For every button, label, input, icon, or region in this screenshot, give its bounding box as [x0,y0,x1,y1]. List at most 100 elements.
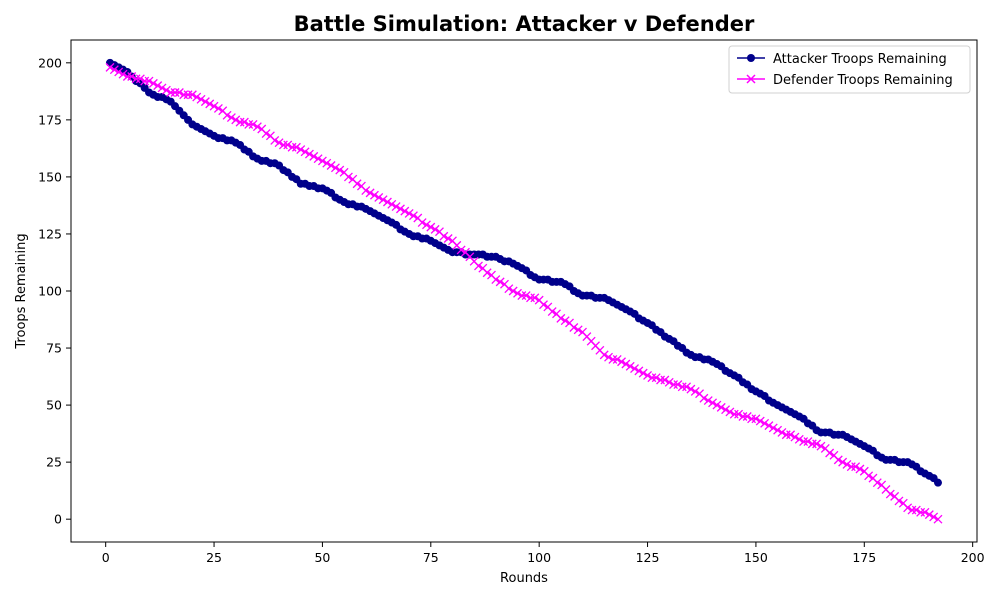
defender-point [209,101,219,111]
defender-point [777,428,787,437]
defender-point [838,457,848,467]
defender-point [664,377,674,387]
defender-point [140,76,150,86]
defender-point [491,275,501,285]
defender-point [144,76,154,86]
defender-point [127,72,137,81]
defender-point [916,507,926,517]
y-tick-label: 125 [38,226,62,241]
x-tick-label: 175 [852,550,876,565]
x-tick-label: 125 [636,550,660,565]
defender-point [118,69,128,79]
defender-point [313,154,323,164]
defender-point [365,188,375,198]
y-tick-label: 150 [38,169,62,184]
x-tick-label: 50 [314,550,330,565]
defender-point [794,434,804,444]
defender-point [781,430,791,440]
defender-point [690,386,700,396]
defender-point [833,455,843,465]
defender-point [760,418,770,428]
defender-point [192,92,202,102]
defender-point [903,503,913,513]
defender-point [742,412,752,421]
x-tick-label: 150 [744,550,768,565]
defender-point [131,74,141,84]
defender-point [530,293,540,303]
plot-area [105,58,943,524]
defender-point [404,208,414,218]
defender-point [278,140,288,150]
defender-point [738,412,748,421]
defender-point [417,218,427,228]
x-tick-label: 200 [961,550,985,565]
defender-point [239,117,249,127]
defender-point [322,158,332,168]
defender-point [864,471,874,481]
defender-point [526,293,535,303]
defender-point [816,441,826,451]
attacker-point [933,478,942,487]
y-tick-label: 100 [38,284,62,299]
defender-point [729,409,739,419]
defender-point [851,462,861,472]
defender-point [213,103,223,113]
legend-defender-label: Defender Troops Remaining [773,73,953,88]
legend-box [728,45,971,94]
defender-point [855,464,865,474]
defender-point [617,357,626,367]
defender-point [768,423,778,433]
defender-point [248,119,258,129]
defender-point [291,142,301,152]
defender-point [911,505,921,515]
defender-point [734,409,744,419]
defender-point [183,90,193,100]
defender-point [361,186,371,196]
defender-point [521,291,531,301]
defender-point [647,373,657,383]
defender-point [569,323,579,332]
y-tick-label: 200 [38,55,62,70]
y-tick-label: 175 [38,112,62,127]
y-tick-label: 75 [46,341,62,356]
chart-title: Battle Simulation: Attacker v Defender [294,12,755,36]
defender-point [400,206,410,216]
x-tick-label: 25 [206,550,222,565]
defender-point [573,325,583,335]
defender-point [751,414,761,424]
defender-point [287,142,297,152]
defender-point [634,366,644,376]
x-tick-label: 100 [527,550,551,565]
defender-point [686,384,696,394]
defender-point [699,393,709,403]
defender-point [187,90,197,100]
defender-point [682,382,692,392]
defender-point [369,190,379,200]
defender-point [807,439,817,449]
defender-point [382,197,392,207]
defender-point [630,364,640,374]
defender-point [508,286,518,296]
defender-point [885,489,895,499]
defender-point [547,307,557,316]
defender-point [231,115,241,125]
defender-point [326,161,336,170]
defender-point [408,211,418,221]
defender-point [669,380,679,390]
x-axis-label: Rounds [500,571,548,586]
defender-point [872,478,882,488]
defender-point [703,396,713,405]
defender-point [924,510,934,520]
defender-point [387,199,397,209]
legend-defender-marker [746,74,756,84]
defender-point [179,90,189,100]
defender-point [773,425,783,435]
defender-point [799,437,809,447]
defender-point [200,97,210,107]
defender-point [539,300,548,310]
defender-point [335,165,345,175]
defender-point [660,375,670,385]
defender-point [170,88,180,97]
defender-point [560,316,570,326]
defender-point [708,398,718,408]
